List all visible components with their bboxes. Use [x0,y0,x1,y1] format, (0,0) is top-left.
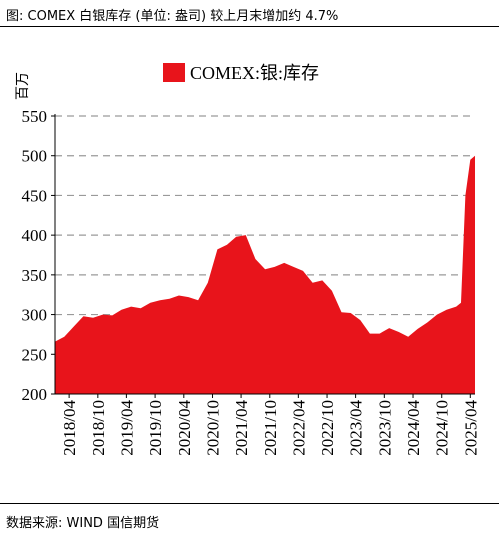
legend-label: COMEX:银:库存 [190,63,319,83]
x-tick-label: 2022/04 [289,400,308,456]
y-tick-label: 300 [22,306,48,325]
y-axis-unit-label: 百万 [15,72,31,100]
x-tick-label: 2020/10 [204,400,223,456]
x-tick-label: 2020/04 [175,400,194,456]
y-tick-label: 250 [22,345,48,364]
data-source: 数据来源: WIND 国信期货 [6,516,160,531]
legend-swatch [163,63,185,82]
x-tick-label: 2019/10 [146,400,165,456]
x-tick-label: 2025/04 [461,400,480,456]
x-axis-ticks: 2018/04 2018/10 2019/04 2019/10 2020/04 2020/… [60,394,480,456]
x-tick-label: 2024/04 [404,400,423,456]
axes [54,114,475,395]
chart-title: 图: COMEX 白银库存 (单位: 盎司) 较上月末增加约 4.7% [6,9,339,24]
x-tick-label: 2018/10 [89,400,108,456]
y-tick-label: 450 [22,186,48,205]
x-tick-label: 2022/10 [318,400,337,456]
y-tick-label: 350 [22,266,48,285]
footer-divider [0,503,499,504]
y-tick-label: 400 [22,226,48,245]
x-tick-label: 2023/04 [347,400,366,456]
y-tick-label: 200 [22,385,48,404]
x-tick-label: 2018/04 [60,400,79,456]
x-tick-label: 2024/10 [433,400,452,456]
inventory-area-series [55,155,475,394]
x-tick-label: 2019/04 [117,400,136,456]
x-tick-label: 2021/04 [232,400,251,456]
x-tick-label: 2023/10 [375,400,394,456]
y-axis-ticks: 200 250 300 350 400 450 500 550 [22,107,55,404]
y-tick-label: 500 [22,147,48,166]
header-divider [0,26,499,27]
y-tick-label: 550 [22,107,48,126]
x-tick-label: 2021/10 [261,400,280,456]
